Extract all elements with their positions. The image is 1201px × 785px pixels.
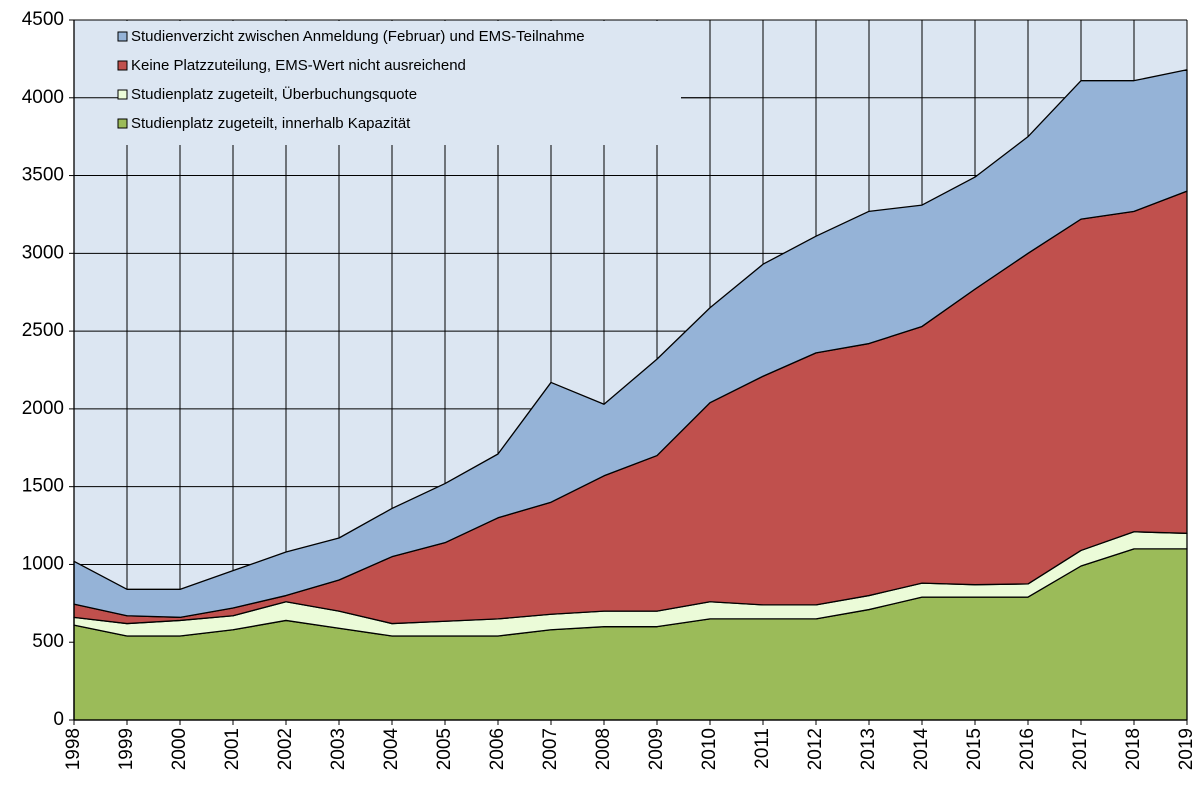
y-tick-label: 4500 <box>22 9 64 30</box>
x-tick-label: 2010 <box>699 728 720 770</box>
x-tick-label: 2005 <box>434 728 455 770</box>
x-tick-label: 2002 <box>275 728 296 770</box>
x-tick-label: 2008 <box>593 728 614 770</box>
y-tick-label: 4000 <box>22 87 64 108</box>
y-tick-label: 3500 <box>22 165 64 186</box>
x-tick-label: 2019 <box>1176 728 1197 770</box>
y-tick-label: 1000 <box>22 553 64 574</box>
legend-label: Keine Platzzuteilung, EMS-Wert nicht aus… <box>131 57 466 74</box>
x-tick-label: 2007 <box>540 728 561 770</box>
x-tick-label: 2003 <box>328 728 349 770</box>
x-tick-label: 2004 <box>381 728 402 771</box>
x-tick-label: 2000 <box>169 728 190 770</box>
y-tick-label: 2000 <box>22 398 64 419</box>
x-tick-label: 2009 <box>646 728 667 770</box>
legend: Studienverzicht zwischen Anmeldung (Febr… <box>117 21 681 145</box>
x-tick-label: 1998 <box>63 728 84 770</box>
legend-background <box>118 21 681 145</box>
legend-swatch <box>117 89 128 100</box>
y-tick-label: 0 <box>53 709 64 730</box>
y-tick-label: 1500 <box>22 476 64 497</box>
x-tick-label: 2012 <box>805 728 826 770</box>
legend-swatch <box>117 60 128 71</box>
x-tick-label: 2011 <box>752 728 773 769</box>
x-tick-label: 2017 <box>1070 728 1091 770</box>
x-tick-label: 2006 <box>487 728 508 770</box>
legend-swatch <box>117 118 128 129</box>
legend-label: Studienplatz zugeteilt, Überbuchungsquot… <box>131 85 417 103</box>
y-tick-label: 2500 <box>22 320 64 341</box>
legend-label: Studienverzicht zwischen Anmeldung (Febr… <box>131 28 585 45</box>
y-tick-label: 500 <box>32 631 64 652</box>
legend-label: Studienplatz zugeteilt, innerhalb Kapazi… <box>131 115 411 132</box>
x-tick-label: 2016 <box>1017 728 1038 770</box>
x-tick-label: 2015 <box>964 728 985 770</box>
x-tick-label: 1999 <box>116 728 137 770</box>
legend-swatch <box>117 31 128 42</box>
x-tick-label: 2014 <box>911 728 932 771</box>
x-tick-label: 2018 <box>1123 728 1144 770</box>
x-tick-label: 2001 <box>222 728 243 770</box>
x-tick-label: 2013 <box>858 728 879 770</box>
y-tick-label: 3000 <box>22 242 64 263</box>
